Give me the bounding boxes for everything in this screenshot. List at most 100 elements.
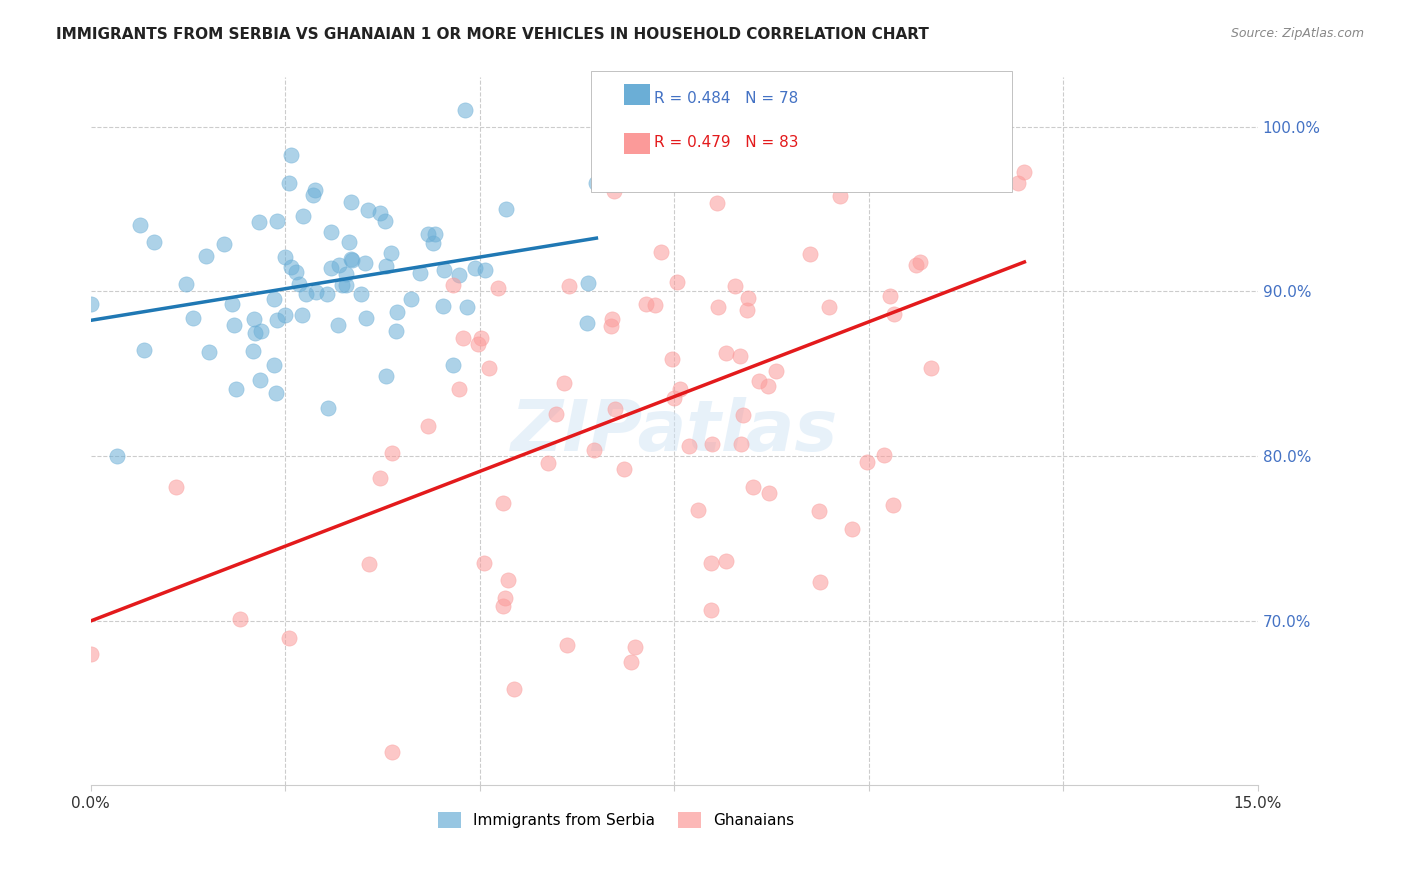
Point (537, 456, 560, 470)
Point (328, 258, 350, 272)
Point (418, 227, 440, 242)
Point (474, 262, 496, 277)
Point (737, 302, 759, 317)
Point (291, 308, 314, 322)
Point (375, 259, 398, 273)
Point (668, 382, 690, 396)
Point (636, 297, 658, 311)
Point (1014, 164, 1036, 178)
Point (818, 300, 841, 314)
Point (707, 300, 730, 314)
Point (222, 318, 245, 332)
Point (181, 311, 204, 326)
Point (380, 245, 402, 260)
Point (274, 308, 297, 322)
Point (600, 312, 623, 326)
Point (128, 218, 150, 232)
Point (165, 480, 187, 494)
Point (284, 265, 307, 279)
Point (280, 260, 302, 274)
Point (368, 206, 391, 220)
Point (644, 298, 666, 312)
Point (176, 277, 198, 292)
Point (467, 336, 489, 351)
Point (575, 316, 598, 330)
Point (464, 260, 486, 275)
Point (470, 331, 492, 345)
Point (765, 363, 787, 377)
Point (748, 374, 770, 388)
Point (381, 745, 404, 759)
Point (304, 183, 326, 197)
Point (678, 439, 700, 453)
Point (266, 312, 288, 326)
Point (730, 349, 752, 363)
Point (432, 299, 454, 313)
Point (194, 249, 217, 263)
Point (603, 184, 626, 198)
Point (456, 300, 478, 314)
Point (799, 247, 821, 261)
Point (555, 639, 578, 653)
Point (212, 236, 235, 251)
Point (576, 277, 599, 291)
Point (316, 287, 339, 301)
Point (472, 556, 495, 570)
Point (340, 195, 363, 210)
Point (242, 344, 264, 359)
Point (278, 176, 301, 190)
Point (546, 408, 568, 422)
Point (340, 252, 363, 267)
Point (326, 318, 349, 333)
Point (305, 285, 328, 299)
Point (724, 279, 747, 293)
Point (263, 292, 285, 306)
Point (197, 344, 219, 359)
Point (354, 256, 377, 270)
Point (337, 235, 360, 249)
Point (720, 120, 742, 134)
Point (143, 235, 166, 249)
Point (794, 114, 817, 128)
Point (553, 376, 575, 391)
Point (385, 324, 408, 338)
Point (288, 277, 311, 292)
Point (706, 195, 728, 210)
Point (503, 682, 526, 697)
Point (666, 276, 689, 290)
Point (742, 480, 765, 494)
Text: R = 0.479   N = 83: R = 0.479 N = 83 (654, 136, 799, 150)
Point (733, 409, 755, 423)
Point (441, 358, 464, 372)
Point (730, 437, 752, 451)
Point (841, 522, 863, 536)
Point (409, 266, 432, 280)
Point (686, 503, 709, 517)
Point (245, 326, 267, 341)
Point (620, 655, 643, 669)
Point (451, 331, 474, 345)
Point (492, 496, 515, 510)
Point (291, 209, 314, 223)
Point (904, 258, 927, 272)
Point (335, 267, 357, 281)
Point (478, 360, 501, 375)
Point (737, 291, 759, 305)
Point (105, 449, 128, 463)
Text: Source: ZipAtlas.com: Source: ZipAtlas.com (1230, 27, 1364, 40)
Point (357, 202, 380, 217)
Point (624, 640, 647, 654)
Point (873, 448, 896, 462)
Point (132, 343, 155, 358)
Point (221, 297, 243, 311)
Point (316, 401, 339, 415)
Point (605, 402, 627, 417)
Point (350, 287, 373, 301)
Point (229, 611, 252, 625)
Point (700, 602, 723, 616)
Point (496, 573, 519, 587)
Point (249, 373, 271, 387)
Point (920, 360, 942, 375)
Text: R = 0.484   N = 78: R = 0.484 N = 78 (654, 91, 799, 105)
Point (278, 631, 301, 645)
